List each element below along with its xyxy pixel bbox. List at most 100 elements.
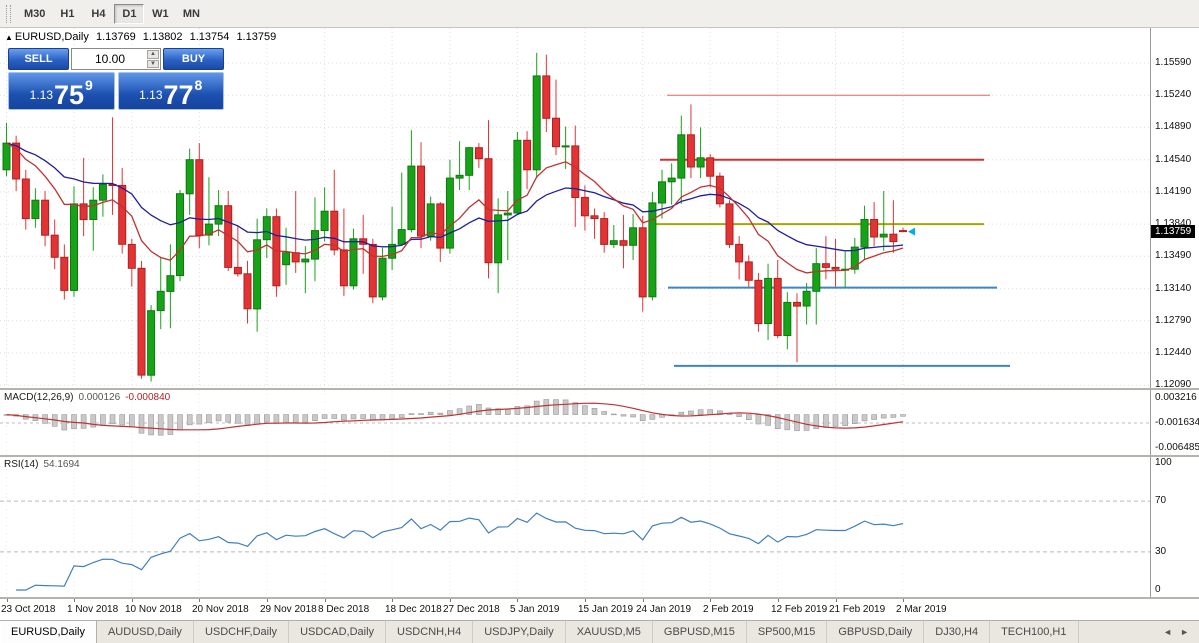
timeframe-toolbar: M30 H1 H4 D1 W1 MN: [0, 0, 1199, 28]
buy-price-display[interactable]: 1.13 77 8: [117, 72, 224, 111]
date-tick: [903, 599, 904, 602]
symbol-tab-usdjpy-daily[interactable]: USDJPY,Daily: [473, 621, 566, 643]
symbol-tabs: EURUSD,Daily AUDUSD,Daily USDCHF,Daily USDC…: [0, 621, 1079, 643]
date-tick: [585, 599, 586, 602]
chart-symbol-label: EURUSD,Daily: [14, 31, 89, 43]
symbol-tab-eurusd-daily[interactable]: EURUSD,Daily: [0, 621, 97, 643]
ohlc-close: 1.13759: [236, 31, 277, 43]
price-axis-label: 1.13140: [1155, 283, 1192, 294]
sell-button[interactable]: SELL: [8, 48, 69, 70]
macd-signal-value: -0.000840: [125, 392, 171, 403]
symbol-tab-usdcnh-h4[interactable]: USDCNH,H4: [386, 621, 474, 643]
ohlc-high: 1.13802: [142, 31, 183, 43]
date-axis-label: 18 Dec 2018: [385, 604, 442, 615]
buy-button[interactable]: BUY: [163, 48, 224, 70]
date-axis-label: 20 Nov 2018: [192, 604, 249, 615]
tf-button-w1[interactable]: W1: [152, 7, 169, 20]
symbol-tabbar: EURUSD,Daily AUDUSD,Daily USDCHF,Daily USDC…: [0, 620, 1199, 643]
price-axis-label: 1.13490: [1155, 250, 1192, 261]
tabs-scroll-right-button[interactable]: ►: [1180, 627, 1189, 637]
sell-price-prefix: 1.13: [29, 88, 53, 102]
date-axis-label: 15 Jan 2019: [578, 604, 634, 615]
rsi-axis-label: 100: [1155, 457, 1172, 468]
tf-button-h4[interactable]: H4: [91, 7, 106, 20]
date-tick: [710, 599, 711, 602]
macd-axis-label: -0.001634: [1155, 417, 1199, 428]
sell-price-display[interactable]: 1.13 75 9: [8, 72, 115, 110]
date-axis-label: 1 Nov 2018: [67, 604, 119, 615]
rsi-axis-label: 30: [1155, 546, 1167, 557]
panel-divider[interactable]: [0, 388, 1199, 390]
rsi-panel-canvas[interactable]: [0, 457, 1150, 597]
date-tick: [517, 599, 518, 602]
price-axis-label: 1.15590: [1155, 57, 1192, 68]
macd-axis-label: 0.003216: [1155, 392, 1197, 403]
date-axis-label: 5 Jan 2019: [510, 604, 560, 615]
chart-ohlc-header: ▲ EURUSD,Daily 1.13769 1.13802 1.13754 1.…: [5, 31, 280, 43]
toolbar-grip-icon[interactable]: [6, 4, 11, 23]
symbol-tab-dj30-h4[interactable]: DJ30,H4: [924, 621, 991, 643]
date-tick: [325, 599, 326, 602]
macd-panel-canvas[interactable]: [0, 390, 1150, 455]
date-tick: [643, 599, 644, 602]
volume-box: ▲ ▼: [71, 48, 161, 70]
tab-nav: ◄ ►: [1153, 621, 1199, 643]
macd-main-value: 0.000126: [78, 392, 121, 403]
macd-axis-label: -0.006485: [1155, 442, 1199, 453]
timeframe-group: M30 H1 H4 D1 W1 MN: [18, 3, 206, 24]
ohlc-low: 1.13754: [189, 31, 230, 43]
symbol-tab-tech100-h1[interactable]: TECH100,H1: [990, 621, 1079, 643]
price-axis-label: 1.12090: [1155, 379, 1192, 390]
date-tick: [450, 599, 451, 602]
symbol-tab-audusd-daily[interactable]: AUDUSD,Daily: [97, 621, 194, 643]
date-tick: [74, 599, 75, 602]
date-tick: [392, 599, 393, 602]
volume-down-button[interactable]: ▼: [147, 59, 159, 68]
tf-button-h1[interactable]: H1: [60, 7, 75, 20]
symbol-tab-usdcad-daily[interactable]: USDCAD,Daily: [289, 621, 387, 643]
price-axis-label: 1.14890: [1155, 121, 1192, 132]
date-axis-label: 24 Jan 2019: [636, 604, 692, 615]
date-axis-label: 8 Dec 2018: [318, 604, 370, 615]
price-axis-label: 1.12790: [1155, 315, 1192, 326]
rsi-axis-label: 0: [1155, 584, 1161, 595]
date-axis-label: 2 Feb 2019: [703, 604, 754, 615]
macd-name: MACD(12,26,9): [4, 392, 74, 403]
rsi-axis-label: 70: [1155, 495, 1167, 506]
price-axis-label: 1.14190: [1155, 186, 1192, 197]
price-axis-label: 1.15240: [1155, 89, 1192, 100]
volume-up-button[interactable]: ▲: [147, 50, 159, 59]
rsi-name: RSI(14): [4, 459, 39, 470]
tabs-scroll-left-button[interactable]: ◄: [1163, 627, 1173, 637]
buy-price-big: 77: [163, 80, 194, 111]
current-price-tag: 1.13759: [1151, 225, 1196, 238]
date-axis-label: 29 Nov 2018: [260, 604, 317, 615]
date-tick: [7, 599, 8, 602]
tf-button-mn[interactable]: MN: [182, 7, 200, 20]
date-axis-label: 21 Feb 2019: [829, 604, 886, 615]
date-tick: [132, 599, 133, 602]
ohlc-open: 1.13769: [95, 31, 136, 43]
volume-input[interactable]: [72, 49, 160, 69]
symbol-tab-xauusd-m5[interactable]: XAUUSD,M5: [566, 621, 653, 643]
symbol-tab-gbpusd-m15[interactable]: GBPUSD,M15: [653, 621, 747, 643]
buy-price-prefix: 1.13: [139, 88, 163, 102]
price-axis-label: 1.12440: [1155, 347, 1192, 358]
tf-button-d1[interactable]: D1: [114, 3, 145, 24]
date-tick: [199, 599, 200, 602]
price-axis[interactable]: 1.15590 1.15240 1.14890 1.14540 1.14190 1.138…: [1150, 28, 1199, 597]
panel-divider[interactable]: [0, 455, 1199, 457]
date-axis-label: 12 Feb 2019: [771, 604, 828, 615]
date-tick: [836, 599, 837, 602]
tf-button-m30[interactable]: M30: [24, 7, 46, 20]
date-tick: [778, 599, 779, 602]
date-tick: [267, 599, 268, 602]
date-axis[interactable]: 23 Oct 2018 1 Nov 2018 10 Nov 2018 20 Nov 2…: [0, 597, 1199, 620]
sell-price-pip: 9: [85, 77, 93, 93]
date-axis-label: 23 Oct 2018: [1, 604, 56, 615]
sell-price-big: 75: [54, 80, 85, 111]
symbol-tab-gbpusd-daily[interactable]: GBPUSD,Daily: [827, 621, 925, 643]
symbol-tab-usdchf-daily[interactable]: USDCHF,Daily: [194, 621, 290, 643]
symbol-tab-sp500-m15[interactable]: SP500,M15: [747, 621, 828, 643]
price-axis-label: 1.14540: [1155, 154, 1192, 165]
